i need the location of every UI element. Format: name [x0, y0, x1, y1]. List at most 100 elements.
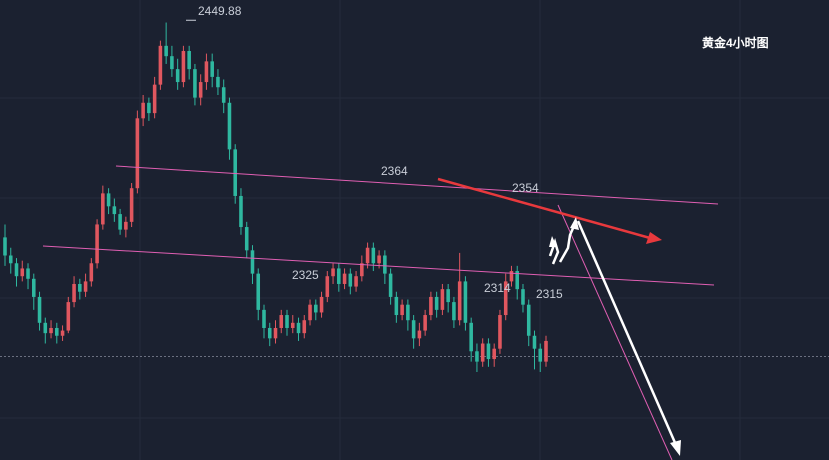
channel-upper-line — [115, 165, 719, 205]
candle-body-55 — [319, 296, 324, 313]
candle-body-6 — [37, 296, 42, 323]
candle-body-45 — [262, 309, 266, 328]
candle-body-88 — [509, 271, 514, 282]
candle-body-47 — [273, 327, 278, 339]
white-arrowhead-small — [549, 236, 557, 247]
white-zigzag-path — [558, 225, 576, 263]
candle-body-63 — [365, 247, 370, 264]
candle-body-22 — [129, 188, 134, 222]
candle-body-75 — [434, 296, 439, 310]
candle-body-91 — [526, 304, 531, 336]
candle-body-90 — [521, 289, 525, 305]
candle-body-89 — [515, 271, 520, 290]
candle-body-82 — [475, 351, 479, 362]
candle-body-36 — [210, 61, 214, 77]
candle-body-94 — [544, 340, 548, 362]
candle-body-29 — [170, 56, 174, 70]
candle-body-30 — [175, 69, 180, 83]
candle-body-3 — [20, 268, 25, 277]
candle-body-85 — [492, 348, 496, 360]
candle-body-80 — [463, 281, 468, 323]
candle-body-54 — [314, 304, 318, 313]
chart-title: 黄金4小时图 — [702, 35, 769, 50]
candle-body-9 — [55, 327, 59, 336]
candle-body-5 — [31, 278, 36, 297]
white-down-arrow — [576, 220, 678, 446]
candle-body-10 — [60, 330, 65, 336]
candle-body-34 — [198, 82, 203, 98]
candle-body-27 — [158, 45, 163, 85]
candle-body-21 — [124, 221, 128, 230]
candle-body-60 — [348, 273, 353, 287]
candle-body-11 — [66, 302, 71, 331]
candle-body-93 — [538, 348, 543, 362]
candle-body-58 — [337, 268, 341, 284]
red-trend-arrow — [437, 177, 651, 240]
label-2354: 2354 — [512, 181, 539, 195]
candle-body-1 — [8, 255, 13, 264]
candle-body-65 — [377, 255, 381, 264]
candle-body-42 — [244, 227, 249, 251]
candle-body-4 — [26, 268, 30, 279]
label-high-2449: 2449.88 — [198, 4, 242, 18]
candle-body-39 — [227, 102, 232, 150]
candle-body-77 — [446, 289, 450, 303]
label-2325: 2325 — [292, 268, 319, 282]
candle-body-69 — [400, 304, 404, 316]
channel-lower-line — [42, 245, 715, 286]
candle-body-61 — [354, 276, 358, 287]
candle-body-53 — [308, 304, 312, 321]
candle-body-51 — [296, 322, 301, 334]
white-arrowhead-down — [670, 440, 681, 456]
candle-body-50 — [290, 322, 295, 328]
candle-body-84 — [486, 343, 491, 360]
white-arrowhead-up — [570, 217, 579, 230]
candle-body-40 — [233, 149, 237, 196]
candle-body-62 — [360, 263, 364, 277]
candle-body-19 — [112, 206, 117, 215]
candle-body-57 — [331, 268, 335, 277]
candle-body-49 — [285, 315, 289, 328]
candle-body-35 — [204, 61, 209, 83]
label-2314: 2314 — [484, 281, 511, 295]
candle-body-76 — [440, 289, 445, 310]
candle-body-44 — [256, 273, 261, 310]
label-2315: 2315 — [536, 287, 563, 301]
candles — [3, 19, 548, 372]
candle-body-83 — [480, 343, 485, 362]
candle-body-37 — [216, 76, 220, 88]
candle-body-79 — [457, 281, 462, 321]
candle-body-18 — [106, 193, 111, 207]
projection-line — [557, 204, 673, 460]
candle-body-12 — [72, 283, 76, 303]
candle-body-41 — [239, 195, 243, 228]
candle-body-92 — [532, 335, 537, 349]
candle-body-72 — [417, 330, 422, 339]
candle-body-17 — [101, 193, 105, 225]
candle-body-81 — [469, 322, 473, 352]
candle-body-73 — [423, 315, 427, 331]
candle-body-59 — [342, 273, 347, 284]
candle-body-86 — [498, 315, 502, 349]
candle-body-70 — [406, 304, 410, 321]
candle-body-16 — [95, 224, 99, 264]
candle-body-23 — [135, 118, 140, 189]
candle-body-78 — [452, 302, 456, 321]
candle-body-24 — [141, 102, 145, 119]
red-arrowhead — [646, 232, 662, 244]
candle-body-2 — [14, 263, 19, 277]
candle-body-56 — [325, 276, 330, 297]
candle-body-66 — [383, 255, 387, 274]
candle-body-67 — [388, 273, 393, 297]
candle-body-46 — [267, 327, 272, 339]
candle-body-20 — [118, 214, 122, 230]
candle-body-68 — [394, 296, 399, 316]
label-2364: 2364 — [381, 164, 408, 178]
candle-body-87 — [503, 281, 508, 316]
candle-body-15 — [89, 263, 94, 282]
candle-body-32 — [187, 51, 191, 70]
candle-body-38 — [221, 87, 226, 103]
